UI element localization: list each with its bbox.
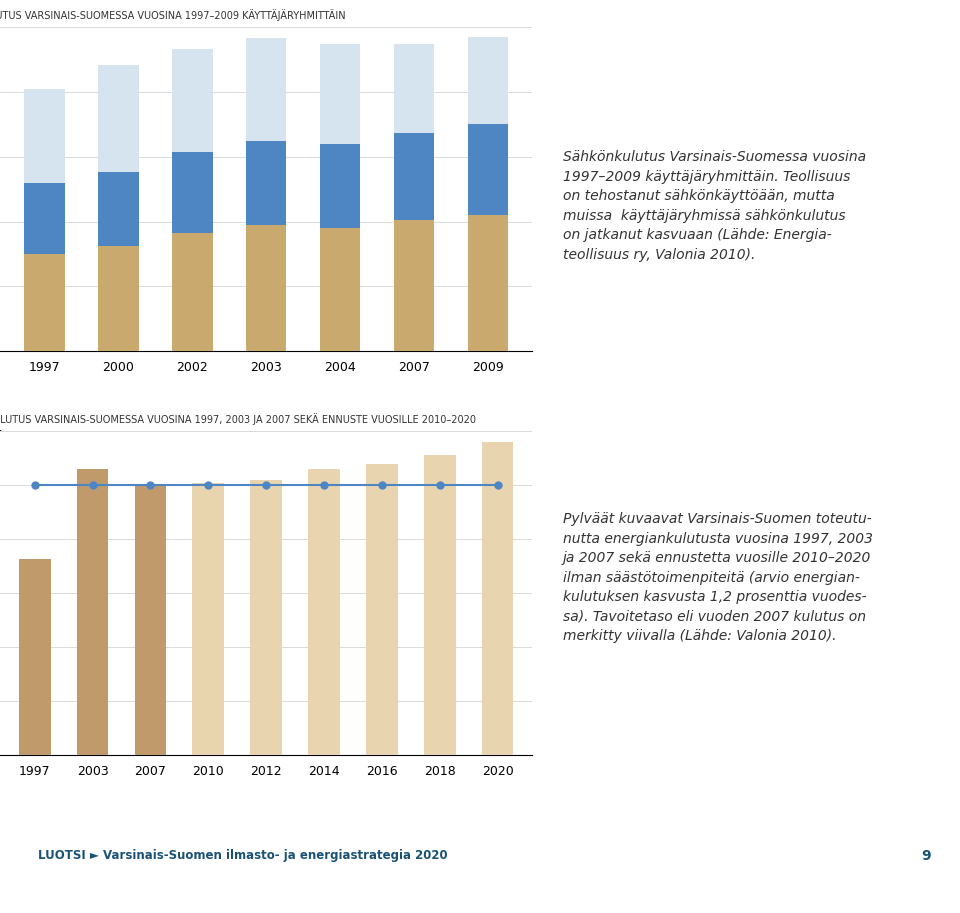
- Bar: [308, 469, 340, 755]
- Bar: [77, 469, 108, 755]
- Bar: [320, 44, 360, 144]
- Text: Sähkönkulutus Varsinais-Suomessa vuosina
1997–2009 käyttäjäryhmittäin. Teollisuu: Sähkönkulutus Varsinais-Suomessa vuosina…: [563, 151, 866, 262]
- Bar: [394, 133, 434, 220]
- Bar: [468, 124, 508, 215]
- Text: LUOTSI ► Varsinais-Suomen ilmasto- ja energiastrategia 2020: LUOTSI ► Varsinais-Suomen ilmasto- ja en…: [38, 849, 448, 862]
- Bar: [24, 183, 64, 254]
- Bar: [320, 144, 360, 228]
- Bar: [172, 233, 212, 351]
- Bar: [394, 220, 434, 351]
- Bar: [251, 480, 282, 755]
- Bar: [468, 215, 508, 351]
- Text: Pylväät kuvaavat Varsinais-Suomen toteutu-
nutta energiankulutusta vuosina 1997,: Pylväät kuvaavat Varsinais-Suomen toteut…: [563, 512, 873, 643]
- Bar: [134, 485, 166, 755]
- Bar: [192, 483, 225, 755]
- Bar: [98, 172, 138, 247]
- Bar: [19, 559, 51, 755]
- Bar: [246, 142, 286, 226]
- Bar: [482, 442, 514, 755]
- Legend: Teollisuus, Julkinen ja palvelut, Yksityinen ja maatalous: Teollisuus, Julkinen ja palvelut, Yksity…: [0, 429, 128, 480]
- Bar: [366, 464, 397, 755]
- Text: SÄHKÖNKULUTUS VARSINAIS-SUOMESSA VUOSINA 1997–2009 KÄYTTÄJÄRYHMITTÄIN: SÄHKÖNKULUTUS VARSINAIS-SUOMESSA VUOSINA…: [0, 9, 346, 21]
- Bar: [172, 152, 212, 233]
- Bar: [246, 37, 286, 142]
- Text: 9: 9: [922, 849, 931, 863]
- Bar: [246, 226, 286, 351]
- Bar: [24, 254, 64, 351]
- Bar: [98, 65, 138, 172]
- Bar: [172, 48, 212, 152]
- Bar: [98, 247, 138, 351]
- Bar: [24, 89, 64, 183]
- Bar: [394, 44, 434, 133]
- Bar: [320, 228, 360, 351]
- Bar: [423, 455, 456, 755]
- Text: ENERGIANKULUTUS VARSINAIS-SUOMESSA VUOSINA 1997, 2003 JA 2007 SEKÄ ENNUSTE VUOSI: ENERGIANKULUTUS VARSINAIS-SUOMESSA VUOSI…: [0, 413, 476, 425]
- Bar: [468, 37, 508, 124]
